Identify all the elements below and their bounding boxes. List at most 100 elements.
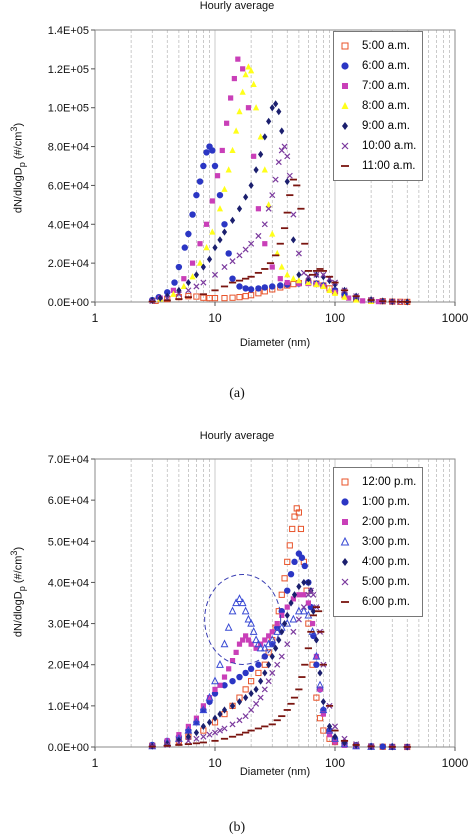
legend-item: 5:00 a.m. bbox=[338, 36, 416, 56]
data-point bbox=[247, 618, 256, 627]
data-point bbox=[239, 88, 246, 95]
y-tick-label: 2.0E+04 bbox=[48, 660, 89, 672]
data-point bbox=[262, 669, 268, 677]
data-point bbox=[261, 166, 268, 173]
data-point bbox=[232, 598, 241, 607]
data-point bbox=[229, 702, 236, 710]
data-point bbox=[224, 120, 230, 126]
data-point bbox=[316, 715, 324, 722]
data-point bbox=[253, 700, 260, 707]
data-point bbox=[236, 205, 243, 213]
legend-label: 10:00 a.m. bbox=[362, 140, 417, 152]
data-point bbox=[175, 263, 183, 271]
data-point bbox=[331, 723, 339, 730]
data-point bbox=[181, 276, 187, 282]
data-point bbox=[229, 216, 236, 224]
data-point bbox=[251, 153, 257, 159]
legend-item: 11:00 a.m. bbox=[338, 156, 416, 176]
data-point bbox=[216, 205, 224, 212]
legend-marker bbox=[341, 102, 349, 109]
data-point bbox=[200, 722, 206, 731]
data-point bbox=[269, 264, 275, 270]
data-point bbox=[221, 295, 228, 302]
data-point bbox=[257, 694, 264, 701]
data-point bbox=[262, 133, 268, 141]
data-point bbox=[269, 669, 276, 676]
legend-marker bbox=[341, 62, 349, 70]
legend-marker bbox=[341, 601, 349, 603]
data-point bbox=[216, 659, 224, 668]
legend-item: 2:00 p.m. bbox=[338, 512, 416, 532]
data-point bbox=[221, 682, 228, 689]
data-point bbox=[180, 282, 187, 290]
data-point bbox=[313, 694, 320, 701]
data-point bbox=[266, 117, 272, 125]
data-point bbox=[255, 661, 262, 668]
data-point bbox=[258, 150, 264, 158]
data-point bbox=[193, 735, 200, 742]
legend-marker-shape bbox=[341, 142, 349, 150]
y-tick-label: 7.0E+04 bbox=[48, 454, 89, 466]
chart-a-plot: 0.0E+00 2.0E+04 4.0E+04 6.0E+04 8.0E+04 1.0E+… bbox=[48, 25, 469, 325]
data-point bbox=[185, 733, 191, 741]
y-tick-label: 1.0E+05 bbox=[48, 103, 89, 115]
data-point bbox=[300, 604, 307, 611]
data-point bbox=[236, 108, 243, 115]
data-point bbox=[268, 635, 277, 644]
legend-label: 2:00 p.m. bbox=[362, 516, 410, 528]
data-point bbox=[272, 176, 279, 183]
legend: 12:00 p.m. 1:00 p.m. 2:00 p.m. 3:00 p.m. 4:0… bbox=[333, 467, 424, 617]
data-point bbox=[193, 283, 200, 290]
data-point bbox=[209, 228, 216, 235]
data-point bbox=[290, 596, 296, 602]
data-point bbox=[189, 273, 196, 280]
series-4 bbox=[157, 63, 375, 305]
data-point bbox=[289, 614, 298, 623]
data-point bbox=[221, 264, 228, 271]
plot-area-frame bbox=[94, 458, 456, 748]
data-point bbox=[278, 653, 285, 660]
chart-title: Hourly average bbox=[199, 430, 275, 442]
legend-marker-shape bbox=[341, 102, 349, 109]
data-point bbox=[284, 153, 291, 160]
data-point bbox=[243, 193, 249, 201]
data-point bbox=[225, 166, 232, 173]
data-point bbox=[228, 606, 237, 615]
data-point bbox=[290, 281, 297, 288]
data-point bbox=[236, 717, 243, 724]
y-tick-label: 6.0E+04 bbox=[48, 495, 89, 507]
data-point bbox=[289, 525, 296, 533]
data-point bbox=[181, 244, 188, 251]
data-point bbox=[291, 558, 298, 566]
data-point bbox=[243, 694, 249, 702]
legend-label: 6:00 a.m. bbox=[362, 60, 410, 72]
y-tick-label: 1.4E+05 bbox=[48, 25, 89, 37]
data-point bbox=[245, 105, 252, 111]
data-point bbox=[269, 104, 275, 112]
data-point bbox=[176, 286, 182, 294]
data-point bbox=[248, 678, 255, 685]
data-point bbox=[286, 172, 293, 179]
data-point bbox=[257, 133, 264, 140]
x-tick-label: 1 bbox=[92, 311, 99, 325]
data-point bbox=[170, 290, 177, 297]
data-point bbox=[277, 282, 284, 289]
data-point bbox=[274, 620, 280, 627]
data-point bbox=[211, 676, 219, 685]
data-point bbox=[248, 240, 255, 247]
data-point bbox=[326, 277, 333, 285]
data-point bbox=[235, 56, 241, 62]
data-point bbox=[261, 686, 268, 693]
data-point bbox=[212, 714, 218, 722]
data-point bbox=[332, 739, 338, 745]
legend-item: 9:00 a.m. bbox=[338, 116, 416, 136]
data-point bbox=[319, 705, 328, 714]
data-point bbox=[185, 278, 191, 287]
y-tick-label: 6.0E+04 bbox=[48, 180, 89, 192]
data-point bbox=[284, 177, 290, 186]
data-point bbox=[248, 292, 255, 299]
y-tick-label: 1.2E+05 bbox=[48, 64, 89, 76]
data-point bbox=[200, 279, 207, 286]
data-point bbox=[214, 173, 221, 179]
data-point bbox=[236, 698, 243, 706]
